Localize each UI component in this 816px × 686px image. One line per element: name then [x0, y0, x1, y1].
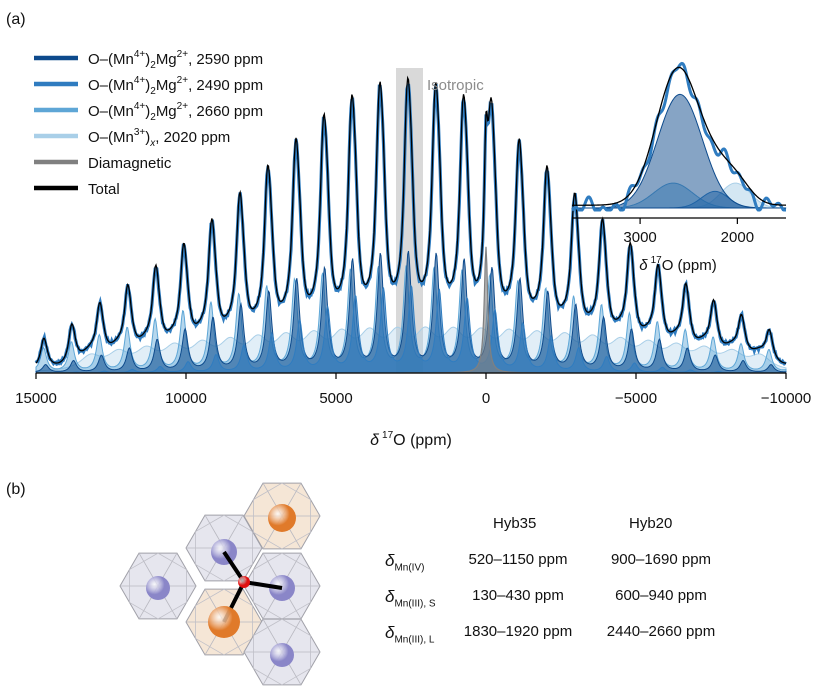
inset-component-fill-1 [572, 93, 786, 209]
inset-xlabel-isotope: 17 [651, 255, 663, 266]
legend-label: O–(Mn4+)2Mg2+, 2490 ppm [88, 75, 263, 97]
xlabel-isotope: 17 [382, 430, 394, 441]
inset-series-lines [571, 61, 787, 212]
inset-x-tick-label: 3000 [623, 229, 656, 246]
x-tick-label: −5000 [615, 390, 657, 407]
legend: O–(Mn4+)2Mg2+, 2590 ppm O–(Mn4+)2Mg2+, 24… [34, 49, 263, 198]
xlabel-delta: δ [370, 432, 380, 449]
row-symbol: δMn(III), S [385, 587, 436, 609]
bond [222, 550, 246, 584]
main-x-ticks: 15000 10000 5000 0 −5000 −10000 [15, 373, 811, 407]
inset-x-tick-label: 2000 [721, 229, 754, 246]
cell-hyb35: 520–1150 ppm [468, 551, 568, 568]
legend-label: O–(Mn4+)2Mg2+, 2590 ppm [88, 49, 263, 71]
column-header-hyb35: Hyb35 [493, 515, 537, 532]
inset-component-fills [572, 93, 787, 209]
cell-hyb20: 2440–2660 ppm [606, 623, 716, 640]
x-tick-label: 15000 [15, 390, 57, 407]
row-subscript: Mn(III), L [394, 634, 435, 646]
isotropic-label: Isotropic [427, 77, 484, 94]
cell-hyb20: 600–940 ppm [615, 587, 707, 604]
main-component-fills [35, 250, 787, 374]
panel-b-label: (b) [6, 481, 26, 498]
legend-label: Total [88, 181, 120, 198]
row-symbol: δMn(IV) [385, 551, 424, 573]
mn3-atom [208, 606, 240, 638]
inset-xlabel-delta: δ [639, 257, 648, 274]
inset-x-axis-label: δ 17O (ppm) [639, 255, 716, 274]
xlabel-unit: O (ppm) [393, 432, 452, 449]
legend-label: O–(Mn4+)2Mg2+, 2660 ppm [88, 101, 263, 123]
mn4-atom [270, 643, 294, 667]
structure-diagram [119, 482, 321, 686]
x-tick-label: −10000 [761, 390, 811, 407]
inset-spectrum-plot: 3000 2000 δ 17O (ppm) [571, 61, 787, 274]
table-row: δMn(III), L 1830–1920 ppm 2440–2660 ppm [385, 623, 805, 647]
x-tick-label: 5000 [319, 390, 352, 407]
inset-xlabel-unit: O (ppm) [662, 257, 717, 274]
table-row: δMn(IV) 520–1150 ppm 900–1690 ppm [385, 551, 805, 575]
table-row: δMn(III), S 130–430 ppm 600–940 ppm [385, 587, 805, 611]
inset-experimental-line [571, 61, 786, 212]
row-subscript: Mn(III), S [394, 598, 436, 610]
mn4-atom [146, 576, 170, 600]
cell-hyb35: 130–430 ppm [472, 587, 564, 604]
panel-a-label: (a) [6, 11, 26, 28]
component-fill-2 [35, 284, 787, 374]
main-x-axis-label: δ 17O (ppm) [370, 430, 452, 449]
delta-symbol: δ [385, 623, 395, 642]
oxygen-atom [238, 576, 250, 588]
mn3-atom [268, 504, 296, 532]
column-header-hyb20: Hyb20 [629, 515, 673, 532]
delta-symbol: δ [385, 587, 395, 606]
bond [243, 580, 283, 590]
cell-hyb35: 1830–1920 ppm [463, 623, 573, 640]
main-spectrum-plot: 15000 10000 5000 0 −5000 −10000 δ 17O (ppm) Is… [15, 68, 811, 449]
legend-label: Diamagnetic [88, 155, 172, 172]
legend-label: O–(Mn3+)x, 2020 ppm [88, 127, 230, 149]
row-symbol: δMn(III), L [385, 623, 434, 645]
x-tick-label: 10000 [165, 390, 207, 407]
row-subscript: Mn(IV) [394, 562, 425, 574]
x-tick-label: 0 [482, 390, 490, 407]
cell-hyb20: 900–1690 ppm [610, 551, 712, 568]
inset-x-ticks: 3000 2000 [623, 218, 754, 246]
total-line [35, 75, 787, 364]
inset-total-line [572, 66, 787, 206]
delta-symbol: δ [385, 551, 395, 570]
